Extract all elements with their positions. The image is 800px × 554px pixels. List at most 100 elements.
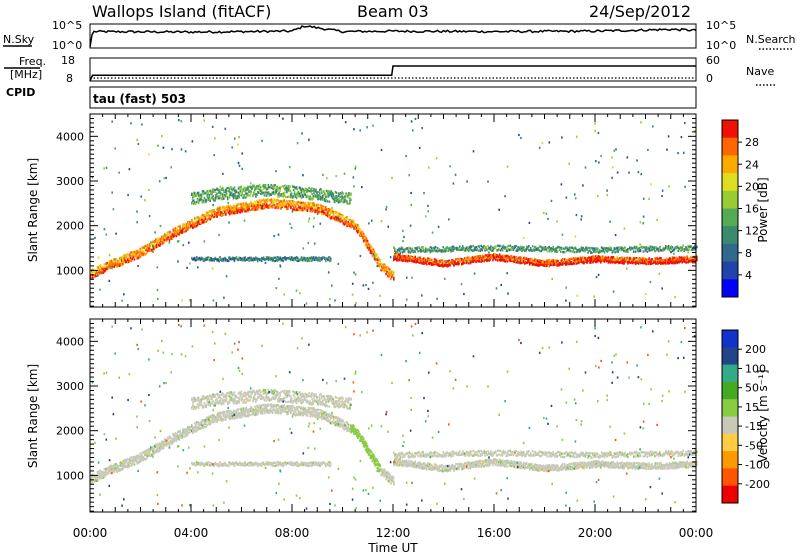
power-scatter xyxy=(90,117,698,305)
power-cell xyxy=(174,228,177,231)
power-cell xyxy=(296,208,299,212)
power-cell xyxy=(275,206,278,209)
power-cell xyxy=(338,212,341,215)
power-cell xyxy=(347,222,349,225)
power-cell xyxy=(679,246,682,249)
power-cell xyxy=(631,247,634,250)
power-cell xyxy=(637,250,640,253)
power-cell xyxy=(159,237,161,240)
power-cell xyxy=(230,211,233,214)
power-cell xyxy=(331,206,333,209)
power-cell xyxy=(535,259,538,262)
velocity-cell xyxy=(96,474,99,477)
power-cell xyxy=(243,219,246,222)
power-cell xyxy=(433,248,436,251)
power-cell xyxy=(487,254,489,257)
power-cell xyxy=(187,222,189,225)
power-cell xyxy=(312,257,314,260)
power-cell xyxy=(125,260,128,263)
power-cell xyxy=(292,189,295,192)
power-cell xyxy=(447,247,449,250)
power-cell xyxy=(239,202,242,206)
power-cell xyxy=(640,261,643,264)
power-cell xyxy=(284,188,286,191)
power-cell xyxy=(279,187,281,190)
power-cell xyxy=(423,248,425,251)
velocity-cell xyxy=(91,476,94,479)
power-cell xyxy=(596,259,598,262)
power-cell xyxy=(494,255,496,258)
power-cell xyxy=(449,264,451,267)
power-cell xyxy=(483,247,485,250)
power-cell xyxy=(341,215,344,218)
power-cell xyxy=(314,208,316,211)
power-cell xyxy=(283,199,285,202)
power-cell xyxy=(647,246,649,249)
power-cell xyxy=(299,209,302,212)
power-cell xyxy=(604,248,607,252)
power-cell xyxy=(203,258,206,261)
power-cell xyxy=(144,245,146,248)
power-cell xyxy=(684,260,686,263)
power-cell xyxy=(136,138,138,141)
power-cell xyxy=(594,247,596,250)
power-cell xyxy=(302,256,305,259)
power-cell xyxy=(110,263,112,267)
power-cell xyxy=(147,246,149,249)
power-cell xyxy=(307,196,309,199)
power-cell xyxy=(543,263,546,266)
power-cell xyxy=(687,251,690,254)
velocity-cell xyxy=(98,472,101,475)
power-cell xyxy=(159,224,162,228)
power-cell xyxy=(179,231,181,234)
power-cell xyxy=(234,196,237,200)
power-cell xyxy=(300,206,303,209)
power-cell xyxy=(421,249,423,253)
power-cell xyxy=(246,194,248,198)
power-cell xyxy=(156,289,159,292)
power-cell xyxy=(521,247,523,250)
power-cell xyxy=(105,166,108,169)
power-cell xyxy=(198,258,201,261)
power-cell xyxy=(111,263,113,266)
power-cell xyxy=(451,247,453,250)
power-cell xyxy=(460,258,462,261)
velocity-cell xyxy=(108,469,111,473)
power-cell xyxy=(271,257,274,260)
power-cell xyxy=(603,257,606,260)
power-cell xyxy=(170,234,173,237)
power-cell xyxy=(573,193,576,196)
power-cell xyxy=(471,249,474,252)
power-cell xyxy=(396,256,399,259)
velocity-cell xyxy=(104,468,107,471)
power-cell xyxy=(487,180,489,183)
power-cell xyxy=(211,192,213,195)
power-cell xyxy=(565,196,568,199)
power-cell xyxy=(313,188,315,191)
power-cell xyxy=(622,247,624,250)
power-cell xyxy=(593,260,595,263)
power-cell xyxy=(662,248,664,251)
power-cell xyxy=(168,237,171,240)
power-cell xyxy=(404,257,407,260)
power-cell xyxy=(644,261,647,264)
power-cell xyxy=(99,269,102,272)
power-cell xyxy=(179,225,181,228)
power-cell xyxy=(480,257,482,261)
power-cell xyxy=(627,256,629,259)
power-cell xyxy=(423,192,425,195)
power-cell xyxy=(261,207,264,210)
power-cell xyxy=(687,248,689,251)
power-cell xyxy=(209,198,211,201)
power-cell xyxy=(558,264,560,267)
velocity-cell xyxy=(93,478,96,481)
power-cell xyxy=(483,260,485,263)
power-cell xyxy=(327,189,330,192)
power-cell xyxy=(91,268,94,271)
power-cell xyxy=(529,261,532,265)
power-cell xyxy=(602,247,605,250)
power-cell xyxy=(254,205,256,208)
power-cell xyxy=(678,247,681,250)
power-cell xyxy=(636,260,639,264)
power-cell xyxy=(225,194,228,197)
